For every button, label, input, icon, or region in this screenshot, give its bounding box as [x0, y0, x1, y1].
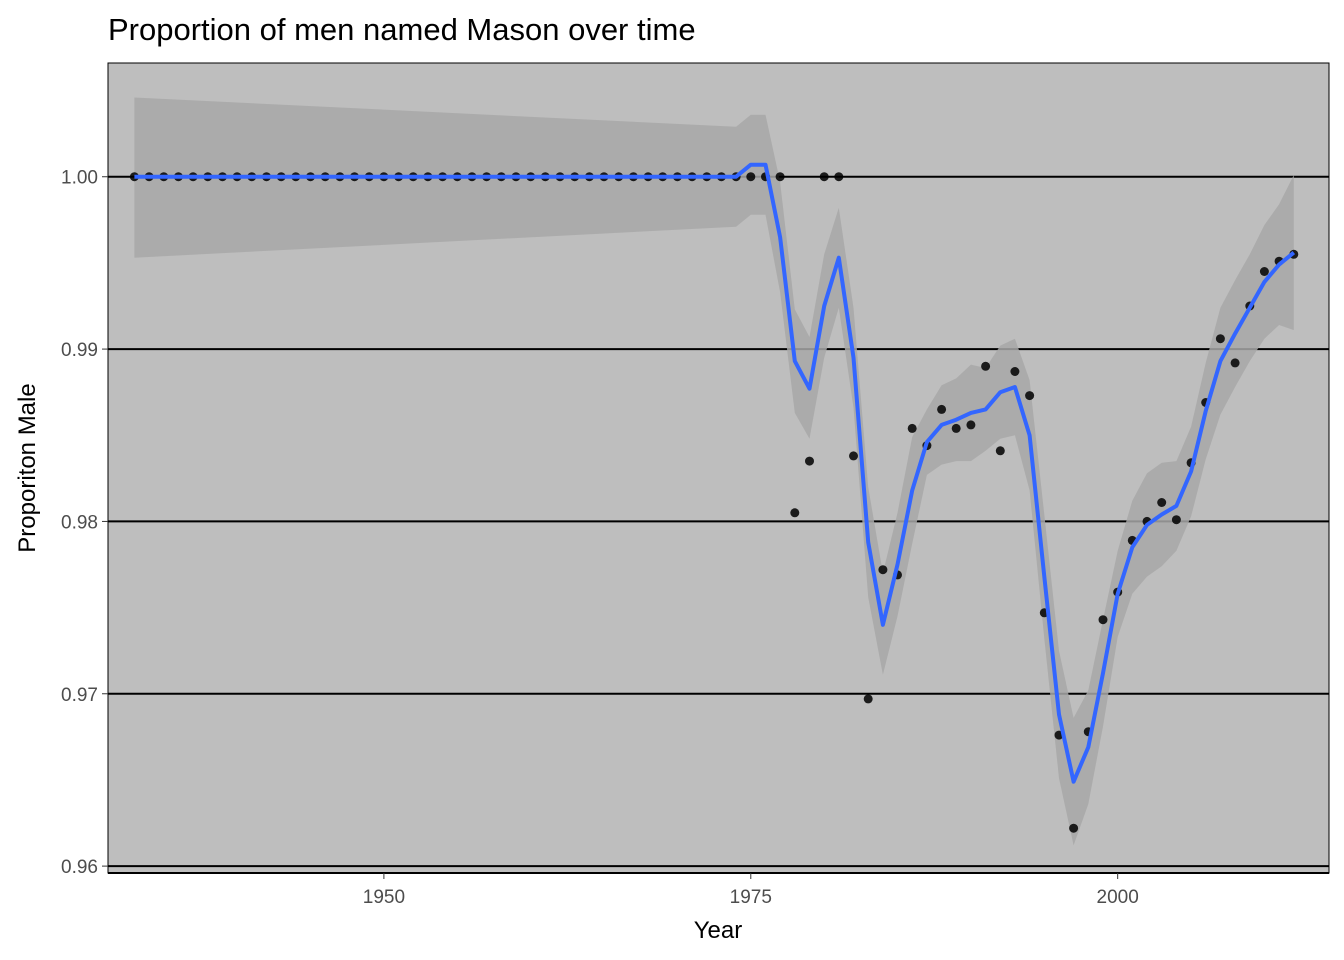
smooth-line — [134, 162, 1296, 784]
confidence-ribbon — [134, 97, 1294, 846]
data-point-44 — [775, 172, 785, 182]
x-tick-label-0: 1950 — [363, 887, 405, 908]
y-axis-title: Proporiton Male — [14, 383, 41, 552]
data-point-53 — [907, 423, 917, 433]
axes: 0.96 0.97 0.98 0.99 1.00 1950 1975 2000 — [61, 63, 1329, 908]
data-point-48 — [834, 172, 844, 182]
data-point-56 — [951, 423, 961, 433]
data-point-77 — [1259, 267, 1269, 276]
data-point-64 — [1069, 823, 1079, 833]
y-tick-label-3: 0.99 — [61, 340, 98, 361]
data-point-55 — [937, 404, 947, 414]
data-point-58 — [981, 361, 991, 371]
y-tick-label-1: 0.97 — [61, 685, 98, 706]
data-point-57 — [966, 420, 976, 430]
data-point-47 — [819, 172, 829, 182]
y-tick-label-4: 1.00 — [61, 168, 98, 189]
data-point-59 — [995, 446, 1005, 456]
data-point-60 — [1010, 367, 1020, 376]
y-tick-label-0: 0.96 — [61, 857, 98, 878]
data-point-46 — [805, 456, 814, 466]
chart-title: Proportion of men named Mason over time — [108, 12, 696, 47]
data-point-74 — [1215, 334, 1225, 344]
data-point-75 — [1230, 358, 1240, 368]
data-point-61 — [1025, 391, 1035, 401]
x-axis-title: Year — [694, 917, 743, 944]
data-point-70 — [1157, 498, 1167, 507]
data-point-51 — [878, 565, 888, 575]
data-point-71 — [1171, 515, 1181, 525]
data-point-49 — [849, 451, 858, 461]
data-point-50 — [863, 694, 873, 704]
x-tick-label-1: 1975 — [730, 887, 772, 908]
plot-panel — [107, 62, 1330, 874]
data-point-66 — [1098, 615, 1108, 625]
data-point-45 — [790, 508, 800, 518]
x-tick-label-2: 2000 — [1097, 887, 1139, 908]
y-tick-label-2: 0.98 — [61, 512, 98, 533]
data-point-42 — [746, 172, 756, 182]
